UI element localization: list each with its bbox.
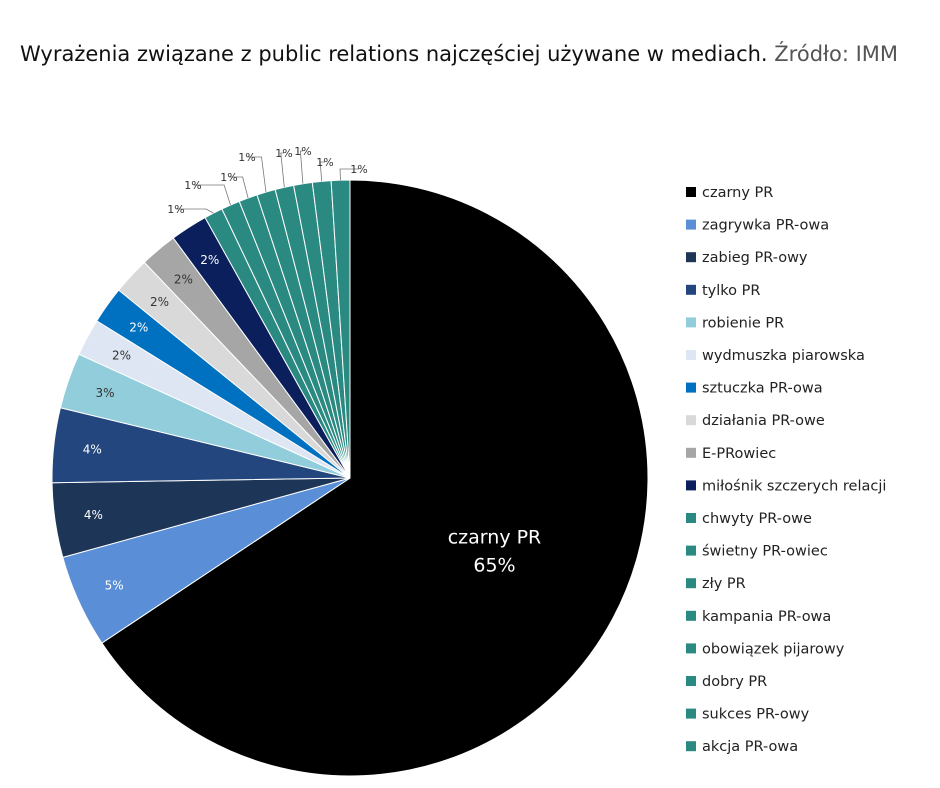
legend-swatch [686,252,696,263]
chart-title-text: Wyrażenia związane z public relations na… [20,42,768,66]
leader-line-chwyty-pr-owe [176,208,214,214]
legend-label: działania PR-owe [702,413,825,429]
legend-swatch [686,741,696,752]
data-label-zly-pr: 1% [220,171,237,184]
legend-label: czarny PR [702,185,773,201]
legend-swatch [686,676,696,686]
legend-swatch [686,513,696,523]
data-label-tylko-pr: 4% [83,442,102,456]
pie-slices [51,179,649,777]
legend-swatch [686,350,696,360]
legend-swatch [686,317,696,328]
legend-label: tylko PR [702,283,760,299]
legend-swatch [686,578,696,589]
chart-title: Wyrażenia związane z public relations na… [20,42,920,66]
legend-item-zabieg-pr-owy: zabieg PR-owy [686,250,808,266]
legend-label: robienie PR [702,315,784,331]
legend-item-dobry-pr: dobry PR [686,674,767,690]
legend-item-robienie-pr: robienie PR [686,315,784,331]
pie-slice-czarny-pr [101,179,649,777]
data-label-obowiazek-pijarowy: 1% [275,147,292,160]
legend-item-swietny-pr-owiec: świetny PR-owiec [686,544,828,560]
legend-swatch [686,284,696,295]
legend-label: zagrywka PR-owa [702,218,829,234]
legend-swatch [686,610,696,621]
data-label-czarny-pr: 65% [473,554,515,576]
leader-line-obowiazek-pijarowy [280,152,285,188]
legend-item-sukces-pr-owy: sukces PR-owy [686,707,810,723]
leader-line-akcja-pr-owa [339,168,359,181]
legend-item-chwyty-pr-owe: chwyty PR-owe [686,511,812,527]
data-label-sukces-pr-owy: 1% [316,156,333,169]
legend: czarny PR zagrywka PR-owa zabieg PR-owy tyl… [686,185,886,755]
legend-label: sukces PR-owy [702,707,810,723]
data-label-swietny-pr-owiec: 1% [184,179,201,192]
leader-line-zly-pr [229,176,249,199]
legend-item-milosnik-szczerych-relacji: miłośnik szczerych relacji [686,478,886,494]
legend-item-e-prowiec: E-PRowiec [686,446,776,462]
legend-swatch [686,219,696,230]
legend-item-zly-pr: zły PR [686,576,746,592]
legend-swatch [686,708,696,719]
legend-swatch [686,447,696,458]
leader-line-dobry-pr [299,150,304,184]
chart-source: Źródło: IMM [774,42,899,66]
legend-item-dzialania-pr-owe: działania PR-owe [686,413,825,429]
leader-lines [176,150,359,214]
legend-swatch [686,643,696,654]
data-label-milosnik-szczerych-relacji: 2% [200,253,219,267]
data-label-kampania-pr-owa: 1% [238,151,255,164]
data-label-akcja-pr-owa: 1% [350,163,367,176]
legend-label: E-PRowiec [702,446,776,462]
data-label-zabieg-pr-owy: 4% [84,508,103,522]
data-label-zagrywka-pr-owa: 5% [105,579,124,593]
legend-item-kampania-pr-owa: kampania PR-owa [686,609,831,625]
legend-label: zabieg PR-owy [702,250,808,266]
leader-line-sukces-pr-owy [319,161,325,182]
legend-item-czarny-pr: czarny PR [686,185,773,201]
legend-swatch [686,415,696,426]
legend-swatch [686,382,696,393]
data-label-robienie-pr: 3% [95,386,114,400]
leader-line-kampania-pr-owa [247,156,267,193]
legend-item-obowiazek-pijarowy: obowiązek pijarowy [686,641,845,657]
legend-label: świetny PR-owiec [702,544,828,560]
legend-label: akcja PR-owa [702,739,798,755]
data-label-chwyty-pr-owe: 1% [167,203,184,216]
legend-label: dobry PR [702,674,767,690]
data-label-e-prowiec: 2% [174,272,193,286]
legend-item-akcja-pr-owa: akcja PR-owa [686,739,798,755]
legend-item-sztuczka-pr-owa: sztuczka PR-owa [686,381,823,397]
data-label-dobry-pr: 1% [294,145,311,158]
legend-swatch [686,545,696,556]
legend-label: miłośnik szczerych relacji [702,478,886,494]
legend-label: sztuczka PR-owa [702,381,823,397]
legend-label: kampania PR-owa [702,609,831,625]
data-label-name-czarny-pr: czarny PR [448,526,542,548]
legend-label: obowiązek pijarowy [702,641,845,657]
data-label-wydmuszka-piarowska: 2% [112,349,131,363]
legend-item-tylko-pr: tylko PR [686,283,760,299]
legend-swatch [686,187,696,197]
legend-item-wydmuszka-piarowska: wydmuszka piarowska [686,348,865,364]
leader-line-swietny-pr-owiec [193,184,231,206]
legend-item-zagrywka-pr-owa: zagrywka PR-owa [686,218,829,234]
data-label-sztuczka-pr-owa: 2% [129,321,148,335]
legend-label: chwyty PR-owe [702,511,812,527]
legend-label: zły PR [702,576,746,592]
data-label-dzialania-pr-owe: 2% [150,295,169,309]
legend-label: wydmuszka piarowska [702,348,865,364]
legend-swatch [686,480,696,491]
